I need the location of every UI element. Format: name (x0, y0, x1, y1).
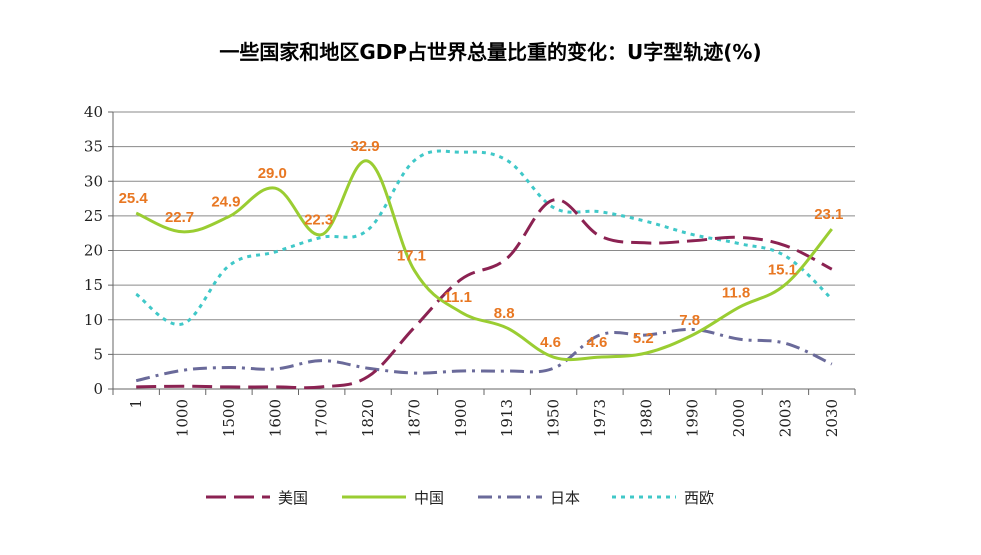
data-label: 32.9 (350, 138, 379, 155)
x-tick-label: 1980 (637, 399, 655, 437)
data-label: 7.8 (679, 312, 700, 329)
data-label: 22.7 (165, 209, 194, 226)
x-tick-label: 1973 (591, 399, 609, 437)
x-tick-label: 1870 (405, 399, 423, 437)
x-tick-label: 1990 (684, 399, 702, 437)
y-tick-label: 0 (93, 380, 103, 398)
legend-label: 中国 (414, 489, 444, 507)
data-label: 17.1 (397, 248, 426, 265)
x-tick-label: 1600 (266, 399, 284, 437)
y-tick-label: 40 (84, 103, 103, 121)
data-label: 5.2 (633, 330, 654, 347)
legend-label: 日本 (550, 489, 580, 507)
x-tick-label: 2003 (776, 399, 794, 437)
data-label: 22.3 (304, 212, 333, 229)
data-label: 24.9 (211, 194, 240, 211)
data-label: 4.6 (540, 334, 561, 351)
legend-label: 西欧 (684, 489, 714, 507)
y-tick-label: 15 (84, 276, 103, 294)
x-tick-label: 1500 (220, 399, 238, 437)
data-labels: 25.4 22.7 24.9 29.0 22.3 32.9 17.1 11.1 8.8 4.6 4.… (119, 138, 844, 351)
chart-title: 一些国家和地区GDP占世界总量比重的变化：U字型轨迹(%) (219, 40, 762, 64)
series-line-美国 (136, 198, 833, 390)
legend-label: 美国 (278, 489, 308, 507)
x-tick-label: 1000 (174, 399, 192, 437)
data-label: 25.4 (119, 190, 149, 207)
axes (108, 111, 856, 395)
y-tick-label: 5 (93, 345, 103, 363)
data-label: 29.0 (258, 165, 287, 182)
data-label: 4.6 (587, 334, 608, 351)
data-label: 15.1 (768, 261, 797, 278)
series-line-西欧 (135, 149, 833, 326)
data-label: 11.1 (444, 289, 472, 306)
y-tick-label: 25 (84, 207, 103, 225)
y-tick-label: 20 (84, 242, 103, 260)
x-tick-labels: 1 1000 1500 1600 1700 1820 1870 1900 1913 1950 197… (127, 399, 841, 437)
y-tick-label: 30 (84, 172, 103, 190)
x-tick-label: 1950 (545, 399, 563, 437)
x-tick-label: 2030 (823, 399, 841, 437)
series-line-日本 (135, 327, 833, 383)
data-label: 11.8 (722, 284, 750, 301)
x-tick-label: 1900 (452, 399, 470, 437)
series-line-中国 (135, 159, 833, 362)
x-tick-label: 1700 (313, 399, 331, 437)
y-tick-label: 35 (84, 138, 103, 156)
data-label: 8.8 (494, 305, 515, 322)
gridlines (113, 111, 855, 355)
legend: 美国 中国 日本 西欧 (206, 489, 714, 507)
data-label: 23.1 (814, 206, 843, 223)
x-tick-label: 1820 (359, 399, 377, 437)
y-tick-label: 10 (84, 311, 103, 329)
x-tick-label: 1913 (498, 399, 516, 437)
x-tick-label: 2000 (730, 399, 748, 437)
series-lines (135, 149, 833, 390)
x-tick-label: 1 (127, 399, 145, 409)
y-tick-labels: 0 5 10 15 20 25 30 35 40 (84, 103, 103, 398)
